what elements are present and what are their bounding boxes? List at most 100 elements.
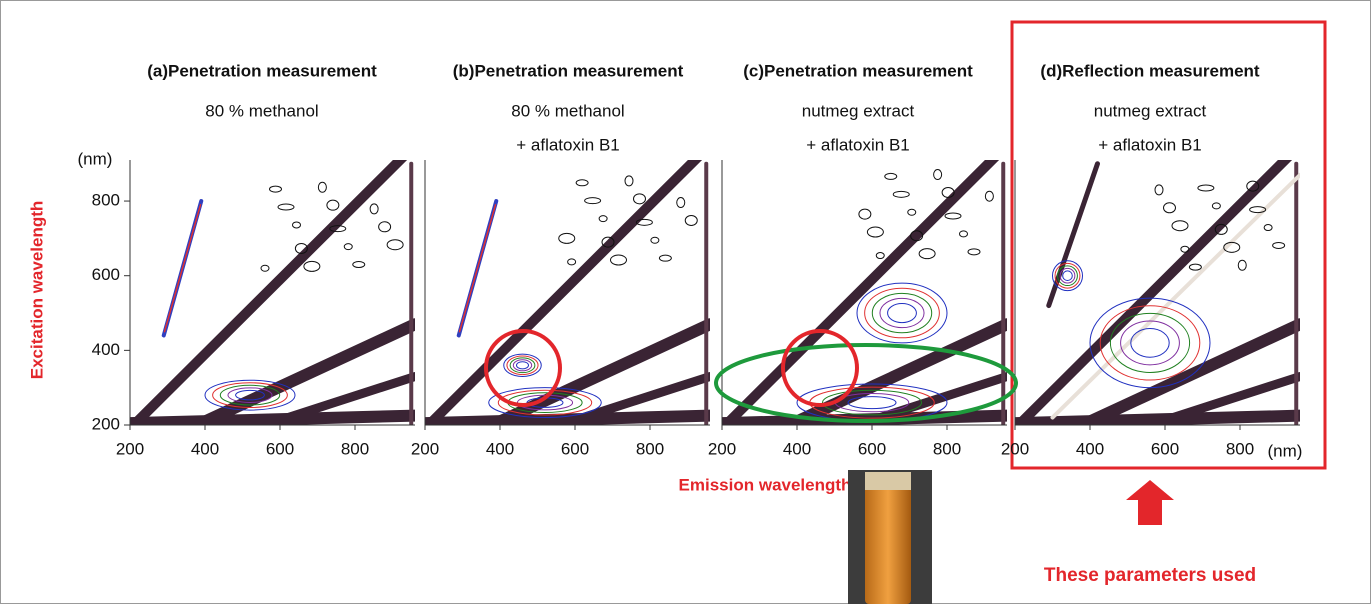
- contour-line: [1109, 312, 1191, 373]
- contour-band: [425, 160, 703, 425]
- noise-contour: [959, 230, 968, 238]
- contour-line: [1062, 270, 1073, 281]
- contour-plot: [425, 160, 710, 425]
- sample-photo: [848, 470, 932, 604]
- panel-subtitle: nutmeg extract: [802, 101, 915, 120]
- x-tick-label: 600: [1151, 439, 1179, 458]
- contour-line: [1120, 320, 1180, 366]
- panel-title: (a)Penetration measurement: [147, 61, 377, 80]
- contour-line: [1059, 267, 1076, 284]
- panel-subtitle: + aflatoxin B1: [516, 135, 620, 154]
- contour-line: [227, 387, 273, 403]
- panel-subtitle: 80 % methanol: [205, 101, 318, 120]
- panel-subtitle: 80 % methanol: [511, 101, 624, 120]
- noise-contour: [1249, 206, 1267, 214]
- contour-line: [509, 357, 536, 374]
- noise-contour: [277, 203, 295, 211]
- contour-band: [130, 409, 415, 425]
- contour-line: [847, 396, 897, 410]
- noise-contour: [910, 230, 924, 242]
- contour-band: [1076, 318, 1300, 425]
- x-tick-label: 800: [636, 439, 664, 458]
- noise-contour: [601, 236, 615, 248]
- contour-plot: [130, 160, 415, 425]
- noise-contour: [1154, 184, 1164, 196]
- noise-contour: [650, 236, 660, 244]
- contour-line: [1130, 328, 1170, 358]
- noise-contour: [884, 172, 898, 180]
- x-tick-label: 400: [191, 439, 219, 458]
- x-tick-label: 200: [116, 439, 144, 458]
- contour-line: [1057, 265, 1078, 287]
- noise-contour: [326, 199, 340, 211]
- x-tick-label: 200: [1001, 439, 1029, 458]
- contour-line: [235, 389, 265, 401]
- noise-contour: [378, 221, 392, 233]
- noise-contour: [866, 226, 884, 238]
- noise-contour: [1163, 202, 1176, 214]
- noise-contour: [624, 175, 634, 187]
- contour-line: [1089, 297, 1211, 389]
- contour-line: [871, 292, 933, 334]
- contour-plot: [722, 160, 1007, 425]
- noise-contour: [635, 218, 653, 226]
- noise-contour: [858, 208, 872, 220]
- noise-contour: [933, 169, 943, 181]
- contour-band: [783, 318, 1007, 425]
- contour-band: [722, 160, 1000, 425]
- noise-contour: [1223, 241, 1241, 253]
- noise-contour: [558, 232, 576, 244]
- contour-line: [516, 361, 529, 370]
- y-tick-label: 600: [92, 265, 120, 284]
- noise-contour: [633, 193, 646, 205]
- contour-line: [864, 287, 940, 339]
- noise-contour: [1272, 241, 1286, 249]
- x-tick-label: 600: [266, 439, 294, 458]
- noise-contour: [1246, 180, 1260, 192]
- noise-contour: [967, 248, 981, 256]
- noise-contour: [329, 225, 347, 233]
- y-tick-label: 800: [92, 191, 120, 210]
- y-unit: (nm): [78, 149, 113, 168]
- x-tick-label: 600: [858, 439, 886, 458]
- annotation-ellipse: [714, 343, 1018, 423]
- contour-band: [1015, 160, 1293, 425]
- y-tick-label: 400: [92, 340, 120, 359]
- panel-title: (b)Penetration measurement: [453, 61, 684, 80]
- noise-contour: [369, 203, 379, 215]
- noise-contour: [598, 215, 608, 223]
- x-tick-label: 200: [708, 439, 736, 458]
- highlight-box: [1010, 20, 1327, 470]
- x-tick-label: 800: [341, 439, 369, 458]
- noise-contour: [294, 242, 308, 254]
- noise-contour: [918, 248, 936, 260]
- noise-contour: [352, 261, 366, 269]
- panel-subtitle: + aflatoxin B1: [806, 135, 910, 154]
- noise-contour: [684, 214, 698, 226]
- x-tick-label: 400: [783, 439, 811, 458]
- x-tick-label: 600: [561, 439, 589, 458]
- contour-band: [425, 409, 710, 425]
- contour-line: [488, 387, 602, 419]
- noise-contour: [1197, 184, 1215, 192]
- noise-contour: [292, 221, 301, 229]
- y-axis-label: Excitation wavelength: [27, 201, 46, 380]
- contour-band: [1015, 409, 1300, 425]
- contour-line: [512, 359, 533, 372]
- contour-band: [1050, 172, 1300, 420]
- noise-contour: [575, 179, 589, 187]
- callout: These parameters used: [1044, 565, 1256, 586]
- noise-contour: [1188, 263, 1202, 271]
- noise-contour: [875, 252, 885, 260]
- contour-plot: [1015, 160, 1300, 425]
- contour-band: [130, 160, 408, 425]
- noise-contour: [386, 239, 404, 251]
- contour-band: [458, 204, 497, 333]
- noise-contour: [1237, 259, 1247, 271]
- noise-contour: [610, 254, 627, 266]
- panel-title: (d)Reflection measurement: [1040, 61, 1259, 80]
- x-tick-label: 400: [486, 439, 514, 458]
- noise-contour: [269, 185, 282, 193]
- noise-contour: [907, 208, 917, 216]
